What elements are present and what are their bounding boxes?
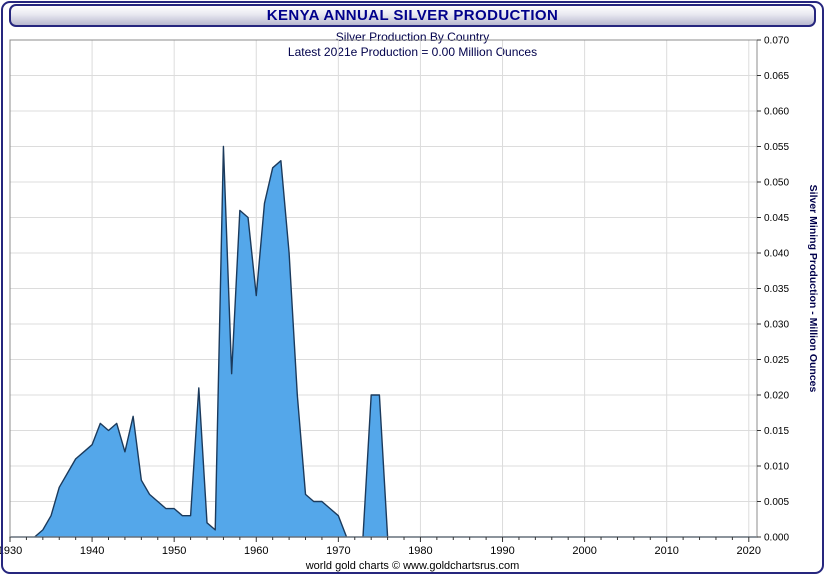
x-tick-label: 1960 (244, 545, 268, 554)
y-tick-label: 0.030 (764, 320, 789, 331)
y-tick-label: 0.005 (764, 497, 789, 508)
y-tick-label: 0.040 (764, 249, 789, 260)
source-attribution: world gold charts © www.goldchartsrus.co… (305, 560, 520, 572)
y-tick-label: 0.020 (764, 391, 789, 402)
x-tick-label: 1940 (80, 545, 104, 554)
y-tick-label: 0.055 (764, 142, 789, 153)
y-tick-label: 0.045 (764, 213, 789, 224)
chart-canvas: 0.000 0.005 0.010 0.015 0.020 0.025 0.030 0.035… (0, 36, 819, 555)
y-tick-label: 0.060 (764, 107, 789, 118)
y-tick-label: 0.010 (764, 462, 789, 473)
x-tick-label: 2000 (572, 545, 596, 554)
y-axis-title: Silver Mining Production - Million Ounce… (807, 185, 819, 393)
y-tick-label: 0.065 (764, 71, 789, 82)
y-tick-label: 0.025 (764, 355, 789, 366)
x-tick-label: 2020 (737, 545, 761, 554)
x-tick-label: 1980 (408, 545, 432, 554)
x-tick-label: 1950 (162, 545, 186, 554)
x-tick-label: 1970 (326, 545, 350, 554)
production-area-series (9, 145, 758, 538)
y-tick-label: 0.000 (764, 533, 789, 544)
title-bar: KENYA ANNUAL SILVER PRODUCTION (9, 4, 816, 27)
page-title: KENYA ANNUAL SILVER PRODUCTION (266, 7, 559, 24)
y-tick-label: 0.070 (764, 36, 789, 47)
x-tick-label: 1990 (490, 545, 514, 554)
x-tick-label: 1930 (0, 545, 22, 554)
y-tick-label: 0.050 (764, 178, 789, 189)
x-tick-label: 2010 (654, 545, 678, 554)
y-tick-label: 0.015 (764, 426, 789, 437)
y-tick-label: 0.035 (764, 284, 789, 295)
